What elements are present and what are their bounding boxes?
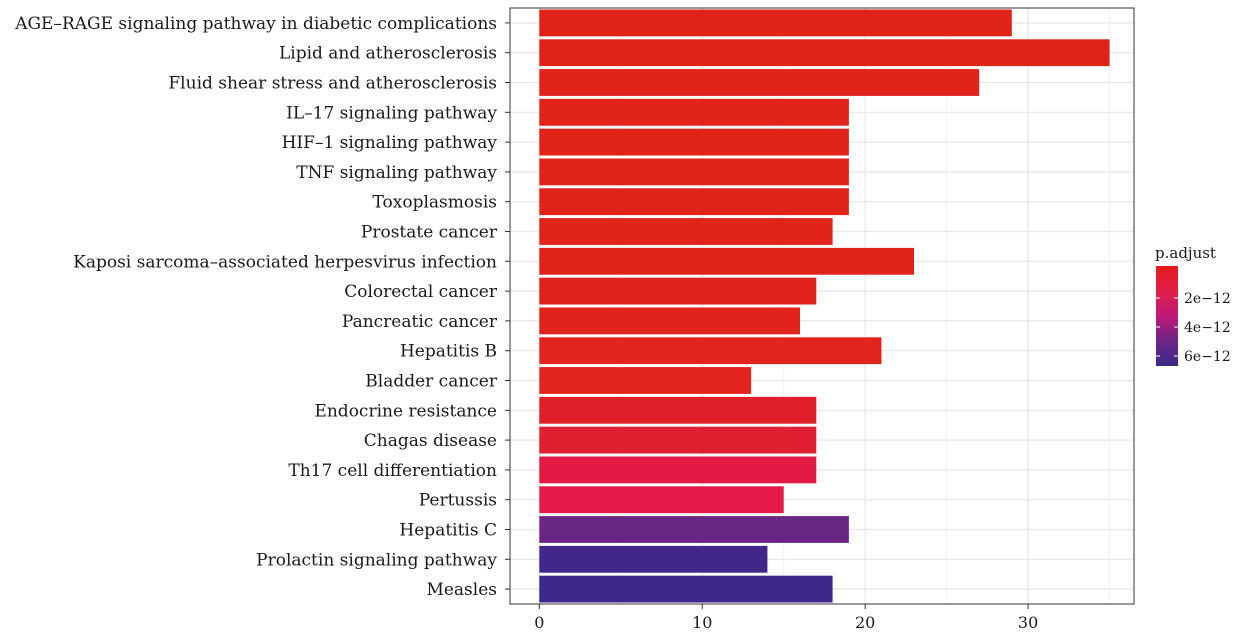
x-tick-label: 30 xyxy=(1018,613,1038,632)
plot-panel-border xyxy=(509,7,1135,605)
x-tick-label: 0 xyxy=(534,613,544,632)
y-tick-label: Prostate cancer xyxy=(361,223,498,243)
y-tick-label: HIF–1 signaling pathway xyxy=(282,133,498,153)
bars-group xyxy=(539,9,1110,603)
y-tick-label: Fluid shear stress and atherosclerosis xyxy=(168,74,497,94)
legend-title: p.adjust xyxy=(1155,244,1216,262)
x-axis: 0 10 20 30 xyxy=(534,604,1038,632)
y-tick-label: Measles xyxy=(426,580,497,600)
y-tick-label: Hepatitis B xyxy=(400,342,497,362)
bar xyxy=(539,39,1110,67)
y-tick-label: Colorectal cancer xyxy=(344,282,498,302)
plot-panel-background xyxy=(510,8,1134,604)
y-tick-label: Hepatitis C xyxy=(399,521,497,541)
bar xyxy=(539,337,882,365)
bar xyxy=(539,69,980,96)
legend-label: 6e−12 xyxy=(1184,349,1231,365)
bar xyxy=(539,486,784,514)
bar xyxy=(539,396,817,424)
legend-label: 2e−12 xyxy=(1184,291,1231,307)
bar xyxy=(539,98,849,126)
bar xyxy=(539,545,768,573)
y-tick-label: Th17 cell differentiation xyxy=(288,461,497,481)
bar xyxy=(539,247,915,275)
legend-colorbar xyxy=(1156,266,1178,366)
bar xyxy=(539,9,1012,37)
y-tick-label: Kaposi sarcoma–associated herpesvirus in… xyxy=(73,252,497,272)
x-tick-label: 20 xyxy=(855,613,875,632)
legend-ticks: 2e−12 4e−12 6e−12 xyxy=(1156,291,1231,365)
y-tick-label: TNF signaling pathway xyxy=(296,163,497,183)
y-tick-label: Chagas disease xyxy=(364,431,497,451)
y-tick-label: Endocrine resistance xyxy=(314,401,497,421)
y-tick-label: Bladder cancer xyxy=(365,372,498,392)
y-tick-label: Prolactin signaling pathway xyxy=(256,550,497,570)
y-tick-label: Toxoplasmosis xyxy=(373,193,498,213)
bar xyxy=(539,128,849,156)
bar xyxy=(539,158,849,186)
bar xyxy=(539,218,833,245)
color-legend: p.adjust 2e−12 4e−12 6e−12 xyxy=(1155,244,1231,366)
y-tick-label: Lipid and atherosclerosis xyxy=(279,44,497,64)
bar xyxy=(539,516,849,543)
bar xyxy=(539,188,849,216)
legend-label: 4e−12 xyxy=(1184,320,1231,336)
y-tick-label: Pancreatic cancer xyxy=(342,312,498,332)
y-tick-label: IL–17 signaling pathway xyxy=(286,103,497,123)
y-axis: AGE–RAGE signaling pathway in diabetic c… xyxy=(14,14,510,600)
bar xyxy=(539,426,817,454)
y-tick-label: Pertussis xyxy=(419,491,497,511)
x-tick-label: 10 xyxy=(692,613,712,632)
bar xyxy=(539,575,833,603)
bar xyxy=(539,456,817,484)
bar xyxy=(539,277,817,305)
bar xyxy=(539,367,752,394)
bar xyxy=(539,307,801,335)
y-tick-label: AGE–RAGE signaling pathway in diabetic c… xyxy=(14,14,497,34)
